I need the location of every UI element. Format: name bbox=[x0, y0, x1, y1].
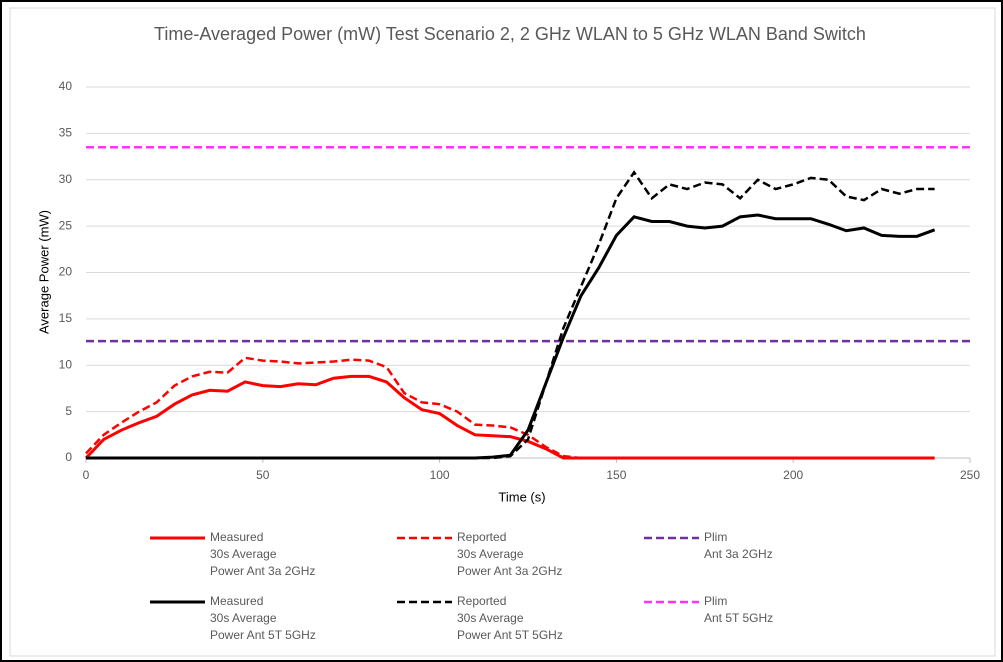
legend-label: Measured 30s Average Power Ant 3a 2GHz bbox=[210, 530, 315, 578]
x-axis-label: Time (s) bbox=[498, 489, 545, 504]
y-axis-label: Average Power (mW) bbox=[36, 210, 51, 334]
legend-label: Plim Ant 3a 2GHz bbox=[704, 530, 773, 561]
y-tick-label: 30 bbox=[59, 172, 73, 186]
x-tick-label: 200 bbox=[783, 468, 803, 482]
data-line bbox=[85, 356, 935, 460]
data-line bbox=[86, 170, 935, 460]
x-tick-label: 150 bbox=[606, 468, 626, 482]
legend-label: Measured 30s Average Power Ant 5T 5GHz bbox=[210, 594, 316, 642]
y-tick-label: 15 bbox=[59, 311, 73, 325]
y-tick-label: 20 bbox=[59, 265, 73, 279]
y-tick-label: 10 bbox=[59, 357, 73, 371]
y-tick-label: 35 bbox=[59, 126, 73, 140]
legend-label: Reported 30s Average Power Ant 5T 5GHz bbox=[457, 594, 563, 642]
x-tick-label: 0 bbox=[83, 468, 90, 482]
y-tick-label: 5 bbox=[65, 404, 72, 418]
y-tick-label: 25 bbox=[59, 218, 73, 232]
legend-label: Plim Ant 5T 5GHz bbox=[704, 594, 773, 625]
x-tick-label: 50 bbox=[256, 468, 270, 482]
y-tick-label: 0 bbox=[65, 450, 72, 464]
x-tick-label: 250 bbox=[960, 468, 980, 482]
legend-label: Reported 30s Average Power Ant 3a 2GHz bbox=[457, 530, 562, 578]
y-tick-label: 40 bbox=[59, 79, 73, 93]
chart-border bbox=[9, 7, 996, 657]
chart-title: Time-Averaged Power (mW) Test Scenario 2… bbox=[154, 24, 866, 44]
x-tick-label: 100 bbox=[430, 468, 450, 482]
